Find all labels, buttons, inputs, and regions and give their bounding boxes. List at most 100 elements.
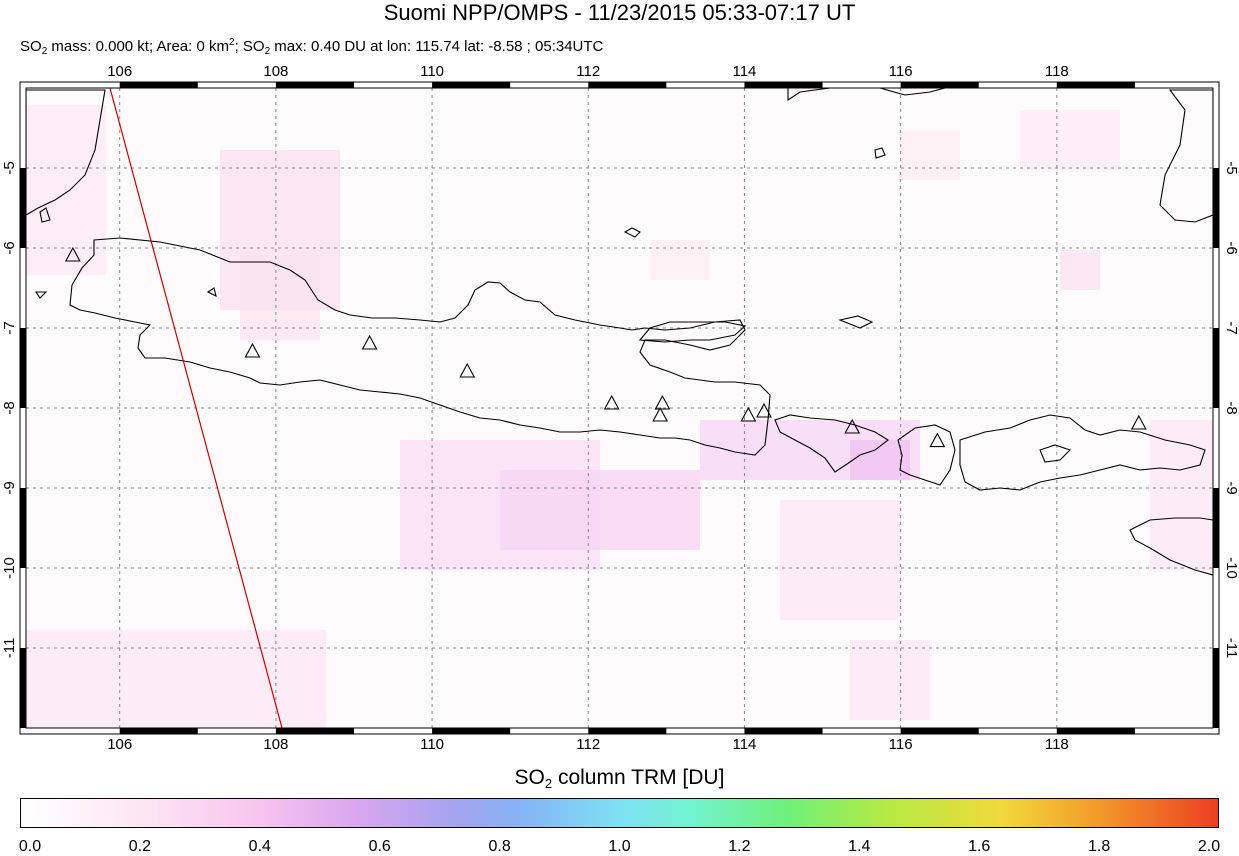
lon-tick-label-top: 114 bbox=[732, 63, 756, 80]
frame-segment bbox=[20, 328, 26, 408]
swath-edge-line bbox=[109, 87, 283, 729]
triangle-icon bbox=[603, 394, 620, 410]
lon-tick-label-top: 112 bbox=[576, 63, 600, 80]
axis-tick-labels: 106 106 108 108 110 110 112 112 114 114 116 116 118 1… bbox=[1, 63, 1239, 753]
map-frame bbox=[19, 81, 1220, 735]
colorbar-tick-label: 1.4 bbox=[848, 838, 871, 855]
frame-segment bbox=[744, 728, 823, 734]
borneo-coastline bbox=[1159, 89, 1213, 223]
lon-tick-label-bottom: 118 bbox=[1045, 736, 1069, 753]
triangle-icon bbox=[1130, 414, 1147, 430]
frame-segment bbox=[20, 168, 26, 248]
graticule bbox=[26, 88, 1213, 728]
frame-segment bbox=[275, 728, 354, 734]
lon-tick-label-bottom: 112 bbox=[576, 736, 600, 753]
stats-line: SO2 mass: 0.000 kt; Area: 0 km2; SO2 max… bbox=[20, 37, 604, 57]
colorbar-tick-label: 0.2 bbox=[128, 838, 152, 855]
colorbar-tick-label: 0.6 bbox=[368, 838, 391, 855]
lon-tick-label-top: 118 bbox=[1045, 63, 1069, 80]
lat-tick-label-left: -11 bbox=[1, 638, 18, 659]
lat-tick-label-left: -7 bbox=[1, 321, 18, 334]
borneo-north-coastline bbox=[787, 88, 946, 102]
colorbar-title: SO2 column TRM [DU] bbox=[514, 766, 725, 791]
triangle-icon bbox=[756, 402, 772, 418]
triangle-icon bbox=[844, 418, 861, 434]
triangle-icon bbox=[740, 406, 757, 422]
lat-tick-label-left: -5 bbox=[1, 161, 18, 174]
triangle-icon bbox=[654, 394, 671, 410]
frame-segment bbox=[1213, 328, 1219, 408]
bali-coastline bbox=[774, 414, 889, 473]
sumatra-coastline bbox=[26, 89, 106, 216]
so2-map: 106 106 108 108 110 110 112 112 114 114 116 116 118 1… bbox=[1, 63, 1239, 753]
triangle-icon bbox=[459, 362, 476, 378]
lon-tick-label-top: 108 bbox=[263, 63, 288, 80]
frame-outline bbox=[19, 81, 1220, 735]
lon-tick-label-top: 116 bbox=[889, 63, 913, 80]
colorbar-tick-label: 1.0 bbox=[608, 838, 631, 855]
frame-segment bbox=[432, 728, 511, 734]
java-coastline bbox=[69, 237, 771, 456]
frame-segment bbox=[1056, 82, 1135, 88]
lon-tick-label-bottom: 114 bbox=[732, 736, 756, 753]
islet bbox=[34, 291, 48, 299]
lat-tick-label-right: -9 bbox=[1223, 481, 1239, 494]
colorbar bbox=[20, 798, 1219, 828]
madura-coastline bbox=[638, 321, 747, 343]
lon-tick-label-bottom: 110 bbox=[420, 736, 444, 753]
sumba-coastline bbox=[1129, 517, 1213, 576]
frame-segment bbox=[900, 82, 979, 88]
lat-tick-label-right: -5 bbox=[1223, 161, 1239, 174]
islet bbox=[874, 147, 886, 159]
triangle-icon bbox=[361, 334, 378, 350]
coastlines bbox=[26, 88, 1213, 576]
colorbar-tick-label: 1.8 bbox=[1087, 838, 1111, 855]
lon-tick-label-bottom: 116 bbox=[889, 736, 913, 753]
lon-tick-label-top: 106 bbox=[107, 63, 132, 80]
colorbar-tick-label: 0.0 bbox=[18, 838, 42, 855]
lat-tick-label-left: -8 bbox=[1, 401, 18, 414]
lon-tick-label-bottom: 106 bbox=[107, 736, 132, 753]
colorbar-tick-label: 0.4 bbox=[248, 838, 271, 855]
page-title: Suomi NPP/OMPS - 11/23/2015 05:33-07:17 … bbox=[383, 0, 856, 25]
frame-segment bbox=[20, 488, 26, 568]
frame-segment bbox=[119, 728, 198, 734]
lat-tick-label-right: -10 bbox=[1223, 557, 1239, 579]
islet bbox=[623, 227, 641, 238]
colorbar-tick-label: 0.8 bbox=[488, 838, 511, 855]
triangle-icon bbox=[929, 432, 946, 448]
sumbawa-coastline bbox=[959, 414, 1206, 491]
colorbar-tick-label: 1.6 bbox=[968, 838, 991, 855]
frame-segment bbox=[432, 82, 511, 88]
islet bbox=[1039, 444, 1072, 463]
lat-tick-label-right: -8 bbox=[1223, 401, 1239, 414]
colorbar-tick-label: 2.0 bbox=[1197, 838, 1221, 855]
frame-segment bbox=[1213, 488, 1219, 568]
lat-tick-label-left: -6 bbox=[1, 241, 18, 254]
lat-tick-label-left: -9 bbox=[1, 481, 18, 494]
lon-tick-label-top: 110 bbox=[420, 63, 444, 80]
frame-segment bbox=[1213, 168, 1219, 248]
islet bbox=[838, 315, 874, 329]
colorbar-tick-label: 1.2 bbox=[728, 838, 751, 855]
frame-segment bbox=[1056, 728, 1135, 734]
frame-segment bbox=[588, 82, 667, 88]
frame-segment bbox=[900, 728, 979, 734]
lat-tick-label-right: -6 bbox=[1223, 241, 1239, 254]
frame-segment bbox=[20, 648, 26, 728]
frame-segment bbox=[1213, 648, 1219, 728]
islet bbox=[39, 207, 51, 223]
triangle-icon bbox=[64, 246, 81, 262]
lat-tick-label-left: -10 bbox=[1, 557, 18, 579]
islet bbox=[206, 287, 217, 298]
lat-tick-label-right: -7 bbox=[1223, 321, 1239, 334]
lon-tick-label-bottom: 108 bbox=[263, 736, 288, 753]
lombok-coastline bbox=[897, 424, 956, 486]
triangle-icon bbox=[244, 342, 261, 358]
lat-tick-label-right: -11 bbox=[1223, 638, 1239, 659]
frame-segment bbox=[744, 82, 823, 88]
frame-segment bbox=[275, 82, 354, 88]
triangle-icon bbox=[652, 406, 669, 422]
volcano-markers bbox=[64, 246, 1147, 448]
frame-segment bbox=[588, 728, 667, 734]
